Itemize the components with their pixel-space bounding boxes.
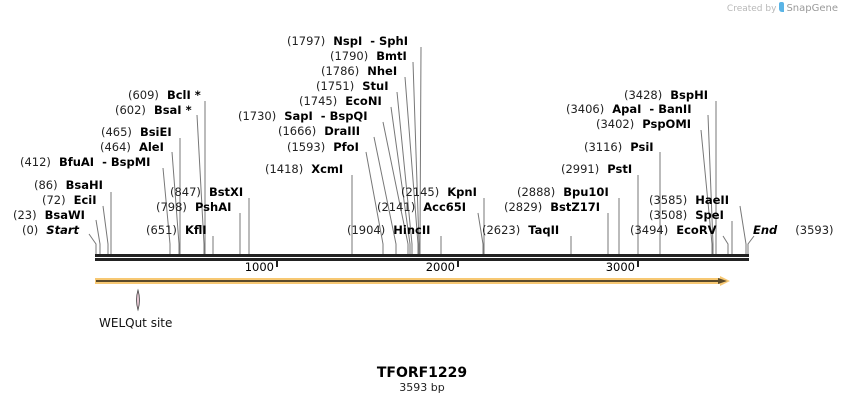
site-line-bfuai [162,167,171,254]
site-label-kfli[interactable]: (651) KflI [146,223,207,237]
orf-feature-arrow[interactable] [95,276,730,286]
site-label-ecii[interactable]: (72) EciI [42,193,97,207]
site-label-bpu10i[interactable]: (2888) Bpu10I [517,185,609,199]
backbone-top-strand [95,254,749,257]
site-label-pspomi[interactable]: (3402) PspOMI [596,117,691,131]
site-label-pfoi[interactable]: (1593) PfoI [287,140,359,154]
site-line-bsawi [95,219,101,254]
site-line-apai [707,114,714,254]
site-label-bfuai-bspmi[interactable]: (412) BfuAI - BspMI [20,155,150,169]
site-line-stui [396,91,413,254]
site-label-nhei[interactable]: (1786) NheI [321,64,397,78]
site-label-bsawi[interactable]: (23) BsaWI [13,208,85,222]
credit-prefix: Created by [726,4,777,14]
snapgene-credit: Created by SnapGene [727,2,838,14]
site-label-xcmi[interactable]: (1418) XcmI [265,162,343,176]
site-label-stui[interactable]: (1751) StuI [316,79,389,93]
welqut-site-label[interactable]: WELQut site [99,316,173,330]
welqut-site-marker[interactable] [136,288,140,312]
site-label-apai-banii[interactable]: (3406) ApaI - BanII [566,102,691,116]
site-line-nspi [419,46,422,254]
site-label-nspi-sphi[interactable]: (1797) NspI - SphI [287,34,408,48]
site-label-bcli[interactable]: (609) BclI * [128,88,201,102]
site-label-psii[interactable]: (3116) PsiI [584,140,654,154]
site-line-nhei [404,76,419,254]
site-label-psti[interactable]: (2991) PstI [561,162,632,176]
site-line-alei [171,151,180,254]
site-label-acc65i[interactable]: (2141) Acc65I [377,200,466,214]
site-label-ecorv[interactable]: (3494) EcoRV [630,223,717,237]
site-label-bstxi[interactable]: (847) BstXI [170,185,243,199]
site-label-kpni[interactable]: (2145) KpnI [401,185,477,199]
sequence-length: 3593 bp [399,381,445,394]
tick-1000 [276,261,278,267]
site-line-draiii [373,136,397,254]
snapgene-logo-icon [779,2,785,12]
site-label-bstz17i[interactable]: (2829) BstZ17I [504,200,600,214]
site-line-acc65i [477,212,484,254]
site-label-taqii[interactable]: (2623) TaqII [482,223,559,237]
site-lines [88,46,755,254]
backbone-bottom-strand [95,258,749,261]
site-label-hincii[interactable]: (1904) HincII [347,223,430,237]
site-line-econi [390,106,411,254]
site-line-haeii [739,205,747,254]
site-label-bsiei[interactable]: (465) BsiEI [101,125,172,139]
ruler: 1000 2000 3000 [245,260,639,274]
site-line-pspomi [700,129,713,254]
site-line-bsai [196,114,205,254]
site-labels: (0) Start (23) BsaWI (72) EciI (86) BsaHI (4… [13,34,834,237]
site-label-bsphi[interactable]: (3428) BspHI [624,88,708,102]
site-line-pfoi [365,151,384,254]
site-label-spei[interactable]: (3508) SpeI [649,208,724,222]
site-line-sapi [382,121,409,254]
site-label-haeii[interactable]: (3585) HaeII [649,193,729,207]
site-line-ecii [102,205,109,254]
credit-brand: SnapGene [786,3,838,14]
tick-2000 [457,261,459,267]
site-label-end[interactable]: End (3593) [753,223,834,237]
site-label-draiii[interactable]: (1666) DraIII [278,124,360,138]
site-label-bsai[interactable]: (602) BsaI * [115,103,192,117]
site-line-end [747,235,755,254]
tick-3000 [637,261,639,267]
site-line-bmti [412,61,420,254]
site-label-bmti[interactable]: (1790) BmtI [330,49,407,63]
tick-label-2000: 2000 [426,260,455,274]
site-label-pshai[interactable]: (798) PshAI [156,200,231,214]
site-label-alei[interactable]: (464) AleI [100,140,164,154]
tick-label-1000: 1000 [245,260,274,274]
site-label-start[interactable]: (0) Start [22,223,80,237]
tick-label-3000: 3000 [606,260,635,274]
site-label-bsahi[interactable]: (86) BsaHI [34,178,103,192]
sequence-name: TFORF1229 [376,365,468,381]
site-line-start [88,233,97,254]
site-label-sapi-bspqi[interactable]: (1730) SapI - BspQI [238,109,368,123]
site-label-econi[interactable]: (1745) EcoNI [299,94,382,108]
site-line-ecorv [722,235,729,254]
